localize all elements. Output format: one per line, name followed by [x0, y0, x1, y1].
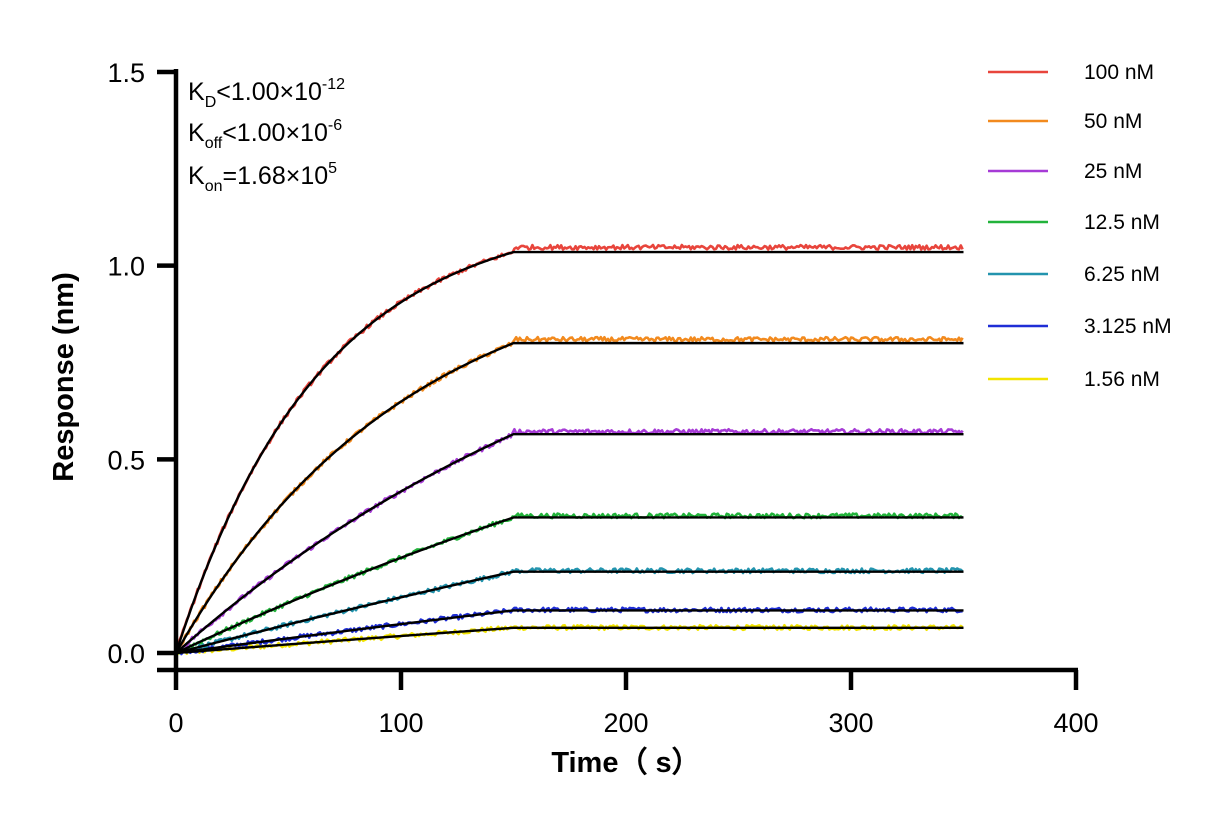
- koff-value: <1.00×10: [222, 119, 328, 147]
- kd-value: <1.00×10: [216, 78, 322, 106]
- fit-curve-100-nM: [174, 250, 964, 654]
- kon-symbol: K: [188, 162, 205, 190]
- legend-label: 25 nM: [1084, 160, 1142, 183]
- kd-subscript: D: [205, 94, 217, 111]
- data-curve-100-nM: [174, 243, 964, 656]
- x-tick-label: 100: [378, 708, 423, 738]
- x-axis-title: Time（ s）: [551, 746, 700, 779]
- data-curve-3_125-nM: [175, 606, 963, 656]
- y-axis-title: Response (nm): [48, 272, 80, 481]
- kinetics-koff: Koff<1.00×10-6: [188, 117, 342, 152]
- legend-label: 3.125 nM: [1084, 315, 1172, 338]
- kon-exponent: 5: [328, 160, 337, 177]
- y-tick-label: 0.5: [107, 445, 145, 475]
- kinetics-kon: Kon=1.68×105: [188, 160, 337, 195]
- x-tick-label: 300: [828, 708, 873, 738]
- y-tick-label: 1.5: [107, 58, 145, 88]
- fit-curve-3_125-nM: [175, 609, 964, 655]
- fit-curve-12_5-nM: [175, 516, 964, 655]
- koff-exponent: -6: [328, 117, 342, 134]
- data-curve-25-nM: [174, 427, 964, 654]
- x-tick-label: 400: [1053, 708, 1098, 738]
- fit-curve-6_25-nM: [175, 570, 964, 655]
- legend-label: 12.5 nM: [1084, 211, 1160, 234]
- kinetics-kd: KD<1.00×10-12: [188, 76, 345, 111]
- fit-curve-50-nM: [174, 341, 964, 654]
- legend-label: 100 nM: [1084, 61, 1154, 84]
- y-tick-label: 1.0: [107, 252, 145, 282]
- plot-area: [174, 243, 964, 656]
- koff-subscript: off: [205, 135, 223, 152]
- legend-label: 1.56 nM: [1084, 368, 1160, 391]
- legend-label: 50 nM: [1084, 110, 1142, 133]
- x-tick-label: 0: [168, 708, 183, 738]
- legend: 100 nM 50 nM 25 nM 12.5 nM 6.25 nM 3.125 nM 1.…: [988, 61, 1172, 391]
- kd-exponent: -12: [322, 76, 345, 93]
- data-curve-12_5-nM: [174, 512, 964, 655]
- axes: 0.0 0.5 1.0 1.5 0 100 200 300 400: [107, 58, 1098, 738]
- kon-value: =1.68×10: [222, 162, 328, 190]
- fit-curve-1_56-nM: [175, 626, 964, 655]
- kd-symbol: K: [188, 78, 205, 106]
- fit-curve-25-nM: [175, 432, 964, 654]
- kon-subscript: on: [205, 178, 223, 195]
- x-tick-label: 200: [603, 708, 648, 738]
- legend-label: 6.25 nM: [1084, 263, 1160, 286]
- y-tick-label: 0.0: [107, 639, 145, 669]
- koff-symbol: K: [188, 119, 205, 147]
- data-curve-50-nM: [174, 335, 964, 652]
